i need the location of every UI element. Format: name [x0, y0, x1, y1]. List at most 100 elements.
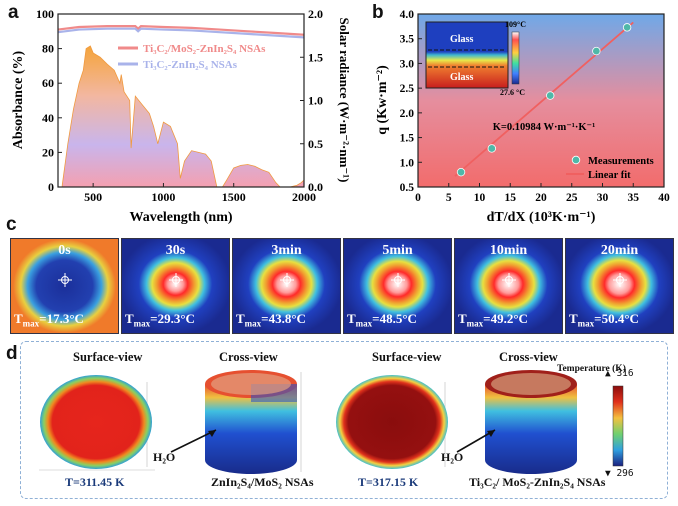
crosshair-icon	[391, 273, 405, 287]
cross-view-right	[485, 370, 577, 474]
x-tick-label: 0	[415, 192, 421, 204]
y-axis-label: Absorbance (%)	[11, 50, 26, 149]
y-tick-label: 20	[42, 145, 54, 159]
thermal-image: 0s Tmax=17.3°C	[10, 238, 119, 334]
y-tick-label: 3.0	[400, 58, 415, 70]
h2o-arrowhead-right	[487, 430, 495, 437]
x-tick-label: 500	[84, 190, 102, 204]
tmax-symbol: T	[347, 311, 356, 327]
tmax-value: =50.4°C	[594, 311, 639, 327]
surface-view-label-right: Surface-view	[372, 350, 442, 364]
surface-temp-left: T=311.45 K	[65, 475, 125, 489]
y2-tick-label: 1.5	[308, 50, 323, 64]
inset-colorbar	[511, 31, 520, 85]
y-tick-label: 80	[42, 42, 54, 56]
surface-view-label-left: Surface-view	[73, 350, 143, 364]
legend-label-measurements: Measurements	[588, 156, 654, 167]
tmax-value: =43.8°C	[261, 311, 306, 327]
material-label-left: ZnIn₂S₄/MoS₂ NSAs	[211, 475, 314, 489]
tmax-value: =49.2°C	[483, 311, 528, 327]
solar-radiance-area	[61, 45, 305, 188]
x-axis-label: dT/dX (10³K·m⁻¹)	[487, 210, 596, 225]
x-axis-label: Wavelength (nm)	[129, 210, 232, 225]
panel-letter-d: d	[6, 343, 18, 364]
material-label-right: Ti₃C₂/ MoS₂-ZnIn₂S₄ NSAs	[469, 475, 606, 489]
crosshair-icon	[502, 273, 516, 287]
thermal-image: 10min Tmax=49.2°C	[454, 238, 563, 334]
inset-bottom-label: Glass	[450, 72, 473, 83]
panel-letter-b: b	[372, 2, 384, 23]
legend: Ti₃C₂/MoS₂-ZnIn₂S₄ NSAs Ti₃C₂-ZnIn₂S₄ NS…	[118, 43, 266, 71]
panel-letter-a: a	[8, 2, 19, 23]
tmax-subscript: max	[22, 319, 40, 329]
tmax-subscript: max	[355, 319, 373, 329]
y-tick-label: 2.0	[400, 108, 415, 120]
x-tick-label: 5	[446, 192, 452, 204]
thermal-tmax-label: Tmax=43.8°C	[236, 311, 306, 329]
x-tick-label: 20	[535, 192, 547, 204]
linear-fit-line	[454, 21, 634, 177]
cross-view-label-right: Cross-view	[499, 350, 558, 364]
surface-view-right	[336, 375, 448, 469]
thermal-time-label: 5min	[382, 243, 413, 258]
tmax-value: =29.3°C	[150, 311, 195, 327]
tmax-symbol: T	[569, 311, 578, 327]
thermal-time-label: 3min	[271, 243, 302, 258]
tmax-value: =17.3°C	[39, 311, 84, 327]
y-tick-label: 60	[42, 76, 54, 90]
colorbar-title: Temperature (K)	[557, 364, 626, 374]
absorbance-line-2	[57, 27, 305, 39]
crosshair-icon	[58, 273, 72, 287]
y-tick-label: 4.0	[400, 9, 415, 21]
y-tick-label: 0.5	[400, 182, 415, 194]
absorbance-chart: 500 1000 1500 2000 0 20 40 60 80 100 0.0 0.5 1.0 1.5 2…	[11, 7, 350, 225]
thermal-image: 20min Tmax=50.4°C	[565, 238, 674, 334]
crosshair-icon	[169, 273, 183, 287]
cross-view-left	[205, 370, 302, 474]
legend-label-1: Ti₃C₂/MoS₂-ZnIn₂S₄ NSAs	[143, 43, 266, 55]
crosshair-icon	[280, 273, 294, 287]
tmax-subscript: max	[133, 319, 151, 329]
y2-tick-label: 0.0	[308, 180, 323, 194]
inset-top-label: Glass	[450, 34, 473, 45]
measurement-point	[487, 144, 496, 153]
measurement-point	[592, 46, 601, 56]
measurement-point	[622, 23, 632, 32]
y-tick-label: 100	[36, 7, 54, 21]
inset-max-temp: 109°C	[505, 20, 526, 29]
y-tick-label: 1.5	[400, 133, 415, 145]
x-tick-label: 25	[566, 192, 578, 204]
surface-temp-right: T=317.15 K	[358, 475, 419, 489]
x-tick-label: 1500	[222, 190, 246, 204]
thermal-image-sequence: 0s Tmax=17.3°C 30s Tmax=29.3°C 3min Tmax=43.8…	[10, 238, 674, 334]
tmax-symbol: T	[125, 311, 134, 327]
h2o-arrowhead-left	[208, 430, 216, 437]
thermal-time-label: 30s	[165, 243, 186, 258]
measurement-point	[456, 167, 466, 177]
tmax-subscript: max	[244, 319, 262, 329]
y2-tick-label: 0.5	[308, 137, 323, 151]
heat-flux-chart: Glass Glass 109°C 27.6 °C 0 5 10 15 20 25 30 35…	[375, 9, 670, 225]
x-tick-label: 2000	[292, 190, 316, 204]
y-tick-label: 3.5	[400, 34, 415, 46]
inset-thermal-image: Glass Glass 109°C 27.6 °C	[425, 20, 526, 97]
h2o-arrow-left	[170, 429, 217, 453]
thermal-image: 5min Tmax=48.5°C	[343, 238, 452, 334]
inset-frame	[425, 21, 509, 89]
legend: Measurements Linear fit	[566, 155, 654, 181]
tmax-symbol: T	[458, 311, 467, 327]
tmax-symbol: T	[236, 311, 245, 327]
thermal-time-label: 20min	[600, 243, 639, 258]
crosshair-icon	[613, 273, 627, 287]
y2-axis-label: Solar radiance (W·m⁻²·nm⁻¹)	[337, 18, 350, 183]
y-axis-label: q (Kw·m⁻²)	[375, 65, 390, 135]
surface-disc-right	[336, 375, 448, 469]
thermal-image: 30s Tmax=29.3°C	[121, 238, 230, 334]
tmax-value: =48.5°C	[372, 311, 417, 327]
h2o-label-right: H₂O	[441, 450, 464, 464]
temperature-colorbar	[612, 385, 624, 467]
absorbance-line-1	[57, 24, 305, 36]
y-tick-label: 0	[48, 180, 54, 194]
x-tick-label: 10	[474, 192, 486, 204]
thermal-tmax-label: Tmax=17.3°C	[14, 311, 84, 329]
